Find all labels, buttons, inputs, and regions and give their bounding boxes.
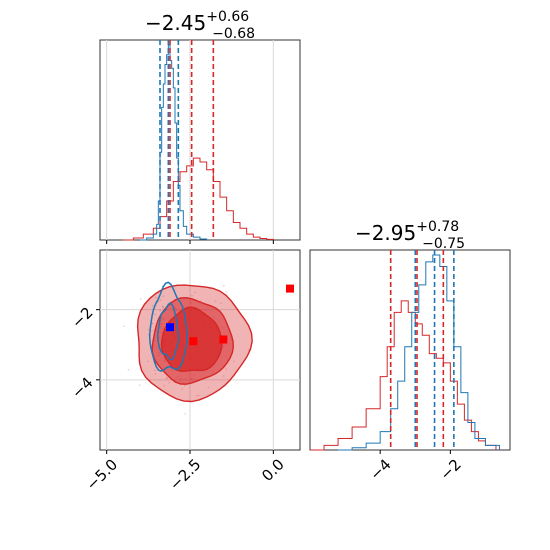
joint-scatter-point	[161, 305, 164, 308]
joint-scatter-point	[165, 377, 168, 380]
joint-scatter-point	[155, 296, 157, 299]
x-marginal-ticks	[106, 240, 274, 244]
x-marginal-grid	[106, 40, 274, 240]
joint-scatter-point	[191, 294, 193, 297]
joint-scatter-point	[194, 291, 196, 294]
joint-scatter-point	[222, 375, 225, 377]
joint-scatter-point	[207, 386, 210, 389]
joint-scatter-point	[233, 360, 235, 363]
y-marginal-frame	[309, 249, 511, 451]
joint-scatter-point	[162, 306, 165, 309]
joint-scatter-point	[195, 394, 198, 397]
x-title-main: −2.45	[145, 11, 206, 35]
joint-scatter-point	[225, 290, 228, 293]
joint-scatter-point	[166, 376, 168, 379]
joint-x-tick-label: 0.0	[258, 455, 288, 485]
joint-scatter-point	[181, 388, 183, 390]
joint-scatter-point	[147, 328, 150, 331]
y-marginal-x-tick-label: −2	[436, 455, 464, 483]
y-marginal-x-tick-label: −4	[366, 455, 394, 483]
y-marginal-histograms	[310, 254, 500, 451]
y-marginal-ticks: −4 −2	[366, 450, 465, 484]
x-marginal-quantile-lines	[159, 40, 215, 240]
joint-y-tick-label: −2	[68, 303, 96, 331]
joint-scatter-point	[223, 285, 225, 287]
joint-scatter-point	[214, 300, 217, 302]
joint-scatter-point	[147, 333, 150, 336]
x-marginal-title: −2.45+0.66 −0.68	[145, 9, 255, 42]
y-marginal-red-histogram	[310, 300, 497, 451]
joint-scatter-point	[138, 384, 141, 387]
joint-scatter-point	[139, 298, 142, 300]
joint-scatter-point	[147, 360, 150, 363]
joint-scatter-point	[168, 381, 170, 384]
joint-scatter-point	[247, 349, 250, 351]
x-marginal-frame	[99, 39, 301, 241]
x-marginal-panel: −2.45+0.66 −0.68	[99, 9, 301, 244]
joint-x-tick-label: −2.5	[166, 455, 204, 493]
joint-scatter-point	[159, 299, 162, 301]
joint-scatter-point	[163, 384, 166, 387]
y-marginal-title: −2.95+0.78 −0.75	[355, 219, 465, 252]
joint-scatter-point	[154, 373, 157, 375]
joint-marker-red	[286, 284, 294, 293]
joint-grid	[100, 250, 300, 450]
joint-blue-contours	[148, 281, 188, 372]
joint-scatter-point	[152, 322, 154, 325]
joint-x-tick-label: −5.0	[83, 455, 121, 493]
joint-scatter-point	[151, 329, 153, 332]
joint-y-tick-label: −4	[68, 374, 96, 402]
y-marginal-blue-histogram	[338, 254, 500, 451]
y-title-sup: +0.78	[416, 219, 459, 235]
joint-scatter-point	[184, 413, 187, 415]
y-marginal-panel: −4 −2 −2.95+0.78 −0.75	[309, 219, 511, 484]
joint-marker-red	[189, 337, 198, 346]
joint-scatter-point	[123, 325, 125, 328]
x-title-sup: +0.66	[206, 9, 249, 25]
joint-blue-contour	[148, 281, 188, 372]
joint-panel: −5.0 −2.5 0.0 −2 −4	[68, 249, 301, 494]
joint-marker-red	[219, 335, 228, 344]
y-marginal-quantile-lines	[389, 250, 455, 450]
joint-marker-blue	[166, 323, 174, 332]
joint-blue-contour	[156, 302, 180, 361]
joint-scatter-point	[154, 369, 156, 372]
joint-scatter-point	[225, 368, 228, 370]
joint-scatter-point	[127, 368, 130, 371]
y-title-main: −2.95	[355, 221, 416, 245]
joint-markers	[166, 284, 294, 346]
x-title-sub: −0.68	[212, 26, 255, 42]
joint-scatter-point	[219, 302, 222, 305]
joint-scatter-point	[184, 384, 186, 387]
joint-scatter-point	[151, 304, 154, 307]
y-title-sub: −0.75	[422, 236, 465, 252]
joint-scatter-point	[198, 394, 200, 397]
joint-scatter-point	[154, 313, 156, 316]
joint-scatter-point	[162, 295, 165, 297]
joint-scatter-point	[159, 309, 161, 312]
